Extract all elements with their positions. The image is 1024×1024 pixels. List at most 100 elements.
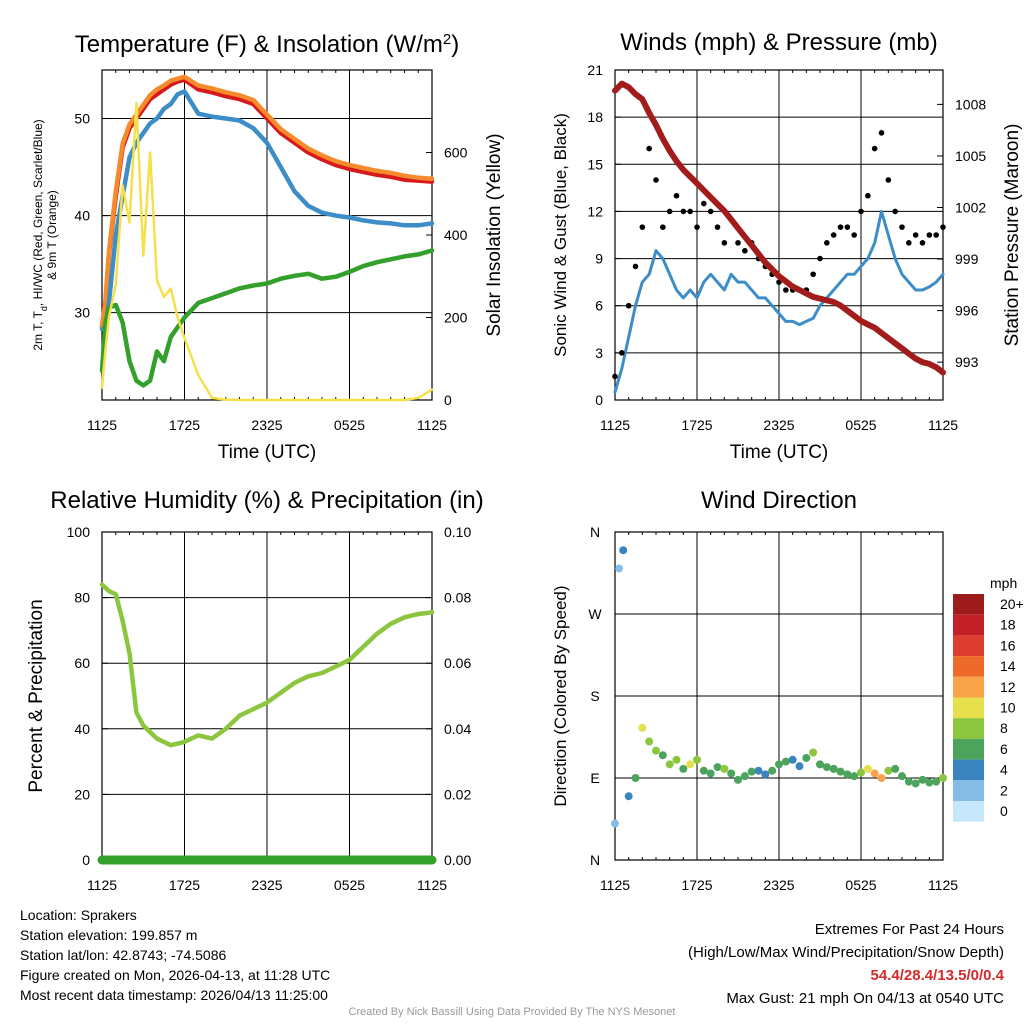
y2-tick-label: 0.06 bbox=[444, 655, 471, 671]
gust-point bbox=[625, 302, 632, 309]
colorbar-label: 20+ bbox=[1000, 596, 1024, 612]
direction-point bbox=[624, 792, 633, 801]
direction-point bbox=[672, 755, 681, 764]
gust-point bbox=[837, 224, 844, 230]
x-tick-label: 2325 bbox=[251, 417, 282, 433]
colorbar-swatch bbox=[953, 614, 984, 636]
x-tick-label: 0525 bbox=[334, 877, 365, 893]
extremes-subheading: (High/Low/Max Wind/Precipitation/Snow De… bbox=[688, 944, 1004, 961]
direction-point bbox=[775, 760, 783, 769]
chart-title: Relative Humidity (%) & Precipitation (i… bbox=[50, 487, 483, 514]
direction-point bbox=[652, 746, 660, 755]
y-tick-label: 12 bbox=[587, 203, 603, 219]
gust-point bbox=[858, 208, 864, 215]
elevation-text: Station elevation: 199.857 m bbox=[20, 927, 198, 943]
y-tick-label: 20 bbox=[74, 786, 90, 802]
gust-point bbox=[694, 224, 700, 230]
series-solar-insolation bbox=[100, 101, 434, 402]
extremes-info: Extremes For Past 24 Hours (High/Low/Max… bbox=[688, 918, 1004, 1010]
gust-point bbox=[906, 240, 912, 246]
colorbar-label: 14 bbox=[1000, 658, 1016, 674]
direction-point bbox=[898, 772, 906, 781]
colorbar-label: 6 bbox=[1000, 741, 1008, 757]
y2-tick-label: 0.02 bbox=[444, 786, 471, 802]
y-tick-label: 50 bbox=[74, 111, 90, 127]
x-tick-label: 1125 bbox=[928, 417, 958, 433]
direction-point bbox=[918, 775, 927, 784]
y-tick-label: 0 bbox=[595, 392, 603, 408]
gust-point bbox=[742, 247, 748, 254]
colorbar-label: 12 bbox=[1000, 679, 1016, 695]
x-tick-label: 2325 bbox=[763, 877, 794, 893]
direction-point bbox=[877, 774, 886, 782]
x-tick-label: 1725 bbox=[681, 417, 712, 433]
x-axis-label: Time (UTC) bbox=[730, 442, 829, 463]
direction-point bbox=[713, 763, 722, 772]
x-tick-label: 1125 bbox=[928, 877, 958, 893]
direction-point bbox=[665, 760, 674, 769]
colorbar-swatch bbox=[953, 759, 984, 781]
direction-point bbox=[754, 766, 763, 775]
gust-point bbox=[735, 240, 741, 246]
series-relative-humidity bbox=[99, 582, 435, 748]
gust-point bbox=[912, 232, 919, 238]
gust-point bbox=[892, 208, 898, 215]
direction-point bbox=[706, 769, 715, 778]
x-tick-label: 0525 bbox=[845, 417, 876, 433]
y2-axis-label: Solar Insolation (Yellow) bbox=[484, 133, 505, 336]
x-tick-label: 1125 bbox=[600, 877, 630, 893]
x-tick-label: 1125 bbox=[417, 877, 447, 893]
y-axis-label-rest: , HI/WC (Red, Green, Scarlet/Blue) bbox=[31, 119, 45, 306]
y-tick-label: S bbox=[590, 688, 599, 704]
y2-tick-label: 0.08 bbox=[444, 590, 471, 606]
gust-point bbox=[933, 232, 939, 238]
colorbar-swatch bbox=[953, 718, 984, 739]
direction-point bbox=[720, 764, 729, 773]
y-axis-label: Direction (Colored By Speed) bbox=[551, 585, 570, 806]
series-wind-chill bbox=[99, 89, 435, 332]
gust-point bbox=[660, 224, 666, 230]
colorbar-unit: mph bbox=[990, 575, 1017, 591]
direction-point bbox=[802, 753, 811, 762]
temperature-panel: 30 40 50 0 200 400 600 1125 1725 2325 0525 1125 Temp… bbox=[31, 31, 505, 464]
gust-point bbox=[701, 200, 707, 207]
gust-point bbox=[919, 240, 926, 246]
direction-point bbox=[658, 751, 667, 760]
gust-point bbox=[851, 232, 857, 238]
y-tick-label: 60 bbox=[74, 655, 90, 671]
gust-point bbox=[639, 224, 646, 230]
gust-point bbox=[632, 263, 639, 270]
direction-point bbox=[611, 819, 619, 828]
y-axis-label: Sonic Wind & Gust (Blue, Black) bbox=[551, 113, 570, 357]
gust-point bbox=[687, 208, 693, 215]
colorbar-label: 8 bbox=[1000, 720, 1008, 736]
winds-pressure-panel: 0 3 6 9 12 15 18 21 993 996 999 1002 1005 1008 1125 172… bbox=[551, 29, 1023, 463]
recent-text: Most recent data timestamp: 2026/04/13 1… bbox=[20, 987, 328, 1003]
gust-point bbox=[871, 145, 878, 152]
station-info: Location: Sprakers Station elevation: 19… bbox=[20, 905, 330, 1005]
gust-point bbox=[619, 350, 625, 356]
y-tick-label: 0 bbox=[82, 852, 90, 868]
gust-point bbox=[673, 192, 680, 199]
y-tick-label: W bbox=[588, 606, 602, 622]
gust-point bbox=[653, 177, 659, 183]
direction-point bbox=[645, 737, 654, 746]
direction-point bbox=[679, 764, 688, 773]
colorbar-swatch bbox=[953, 738, 984, 760]
y-tick-label: 15 bbox=[587, 156, 603, 172]
y-tick-label: 30 bbox=[74, 305, 90, 321]
direction-point bbox=[836, 767, 845, 776]
max-gust-text: Max Gust: 21 mph On 04/13 at 0540 UTC bbox=[726, 990, 1004, 1007]
y2-tick-label: 400 bbox=[444, 227, 468, 243]
y2-tick-label: 200 bbox=[444, 310, 468, 326]
x-tick-label: 2325 bbox=[251, 877, 282, 893]
y2-tick-label: 0.04 bbox=[444, 721, 471, 737]
y2-tick-label: 1002 bbox=[955, 200, 986, 216]
gust-point bbox=[646, 145, 652, 152]
latlon-text: Station lat/lon: 42.8743; -74.5086 bbox=[20, 947, 227, 963]
y2-axis-label: Station Pressure (Maroon) bbox=[1002, 124, 1023, 347]
colorbar-label: 10 bbox=[1000, 700, 1016, 716]
title-superscript: 2 bbox=[443, 31, 451, 48]
